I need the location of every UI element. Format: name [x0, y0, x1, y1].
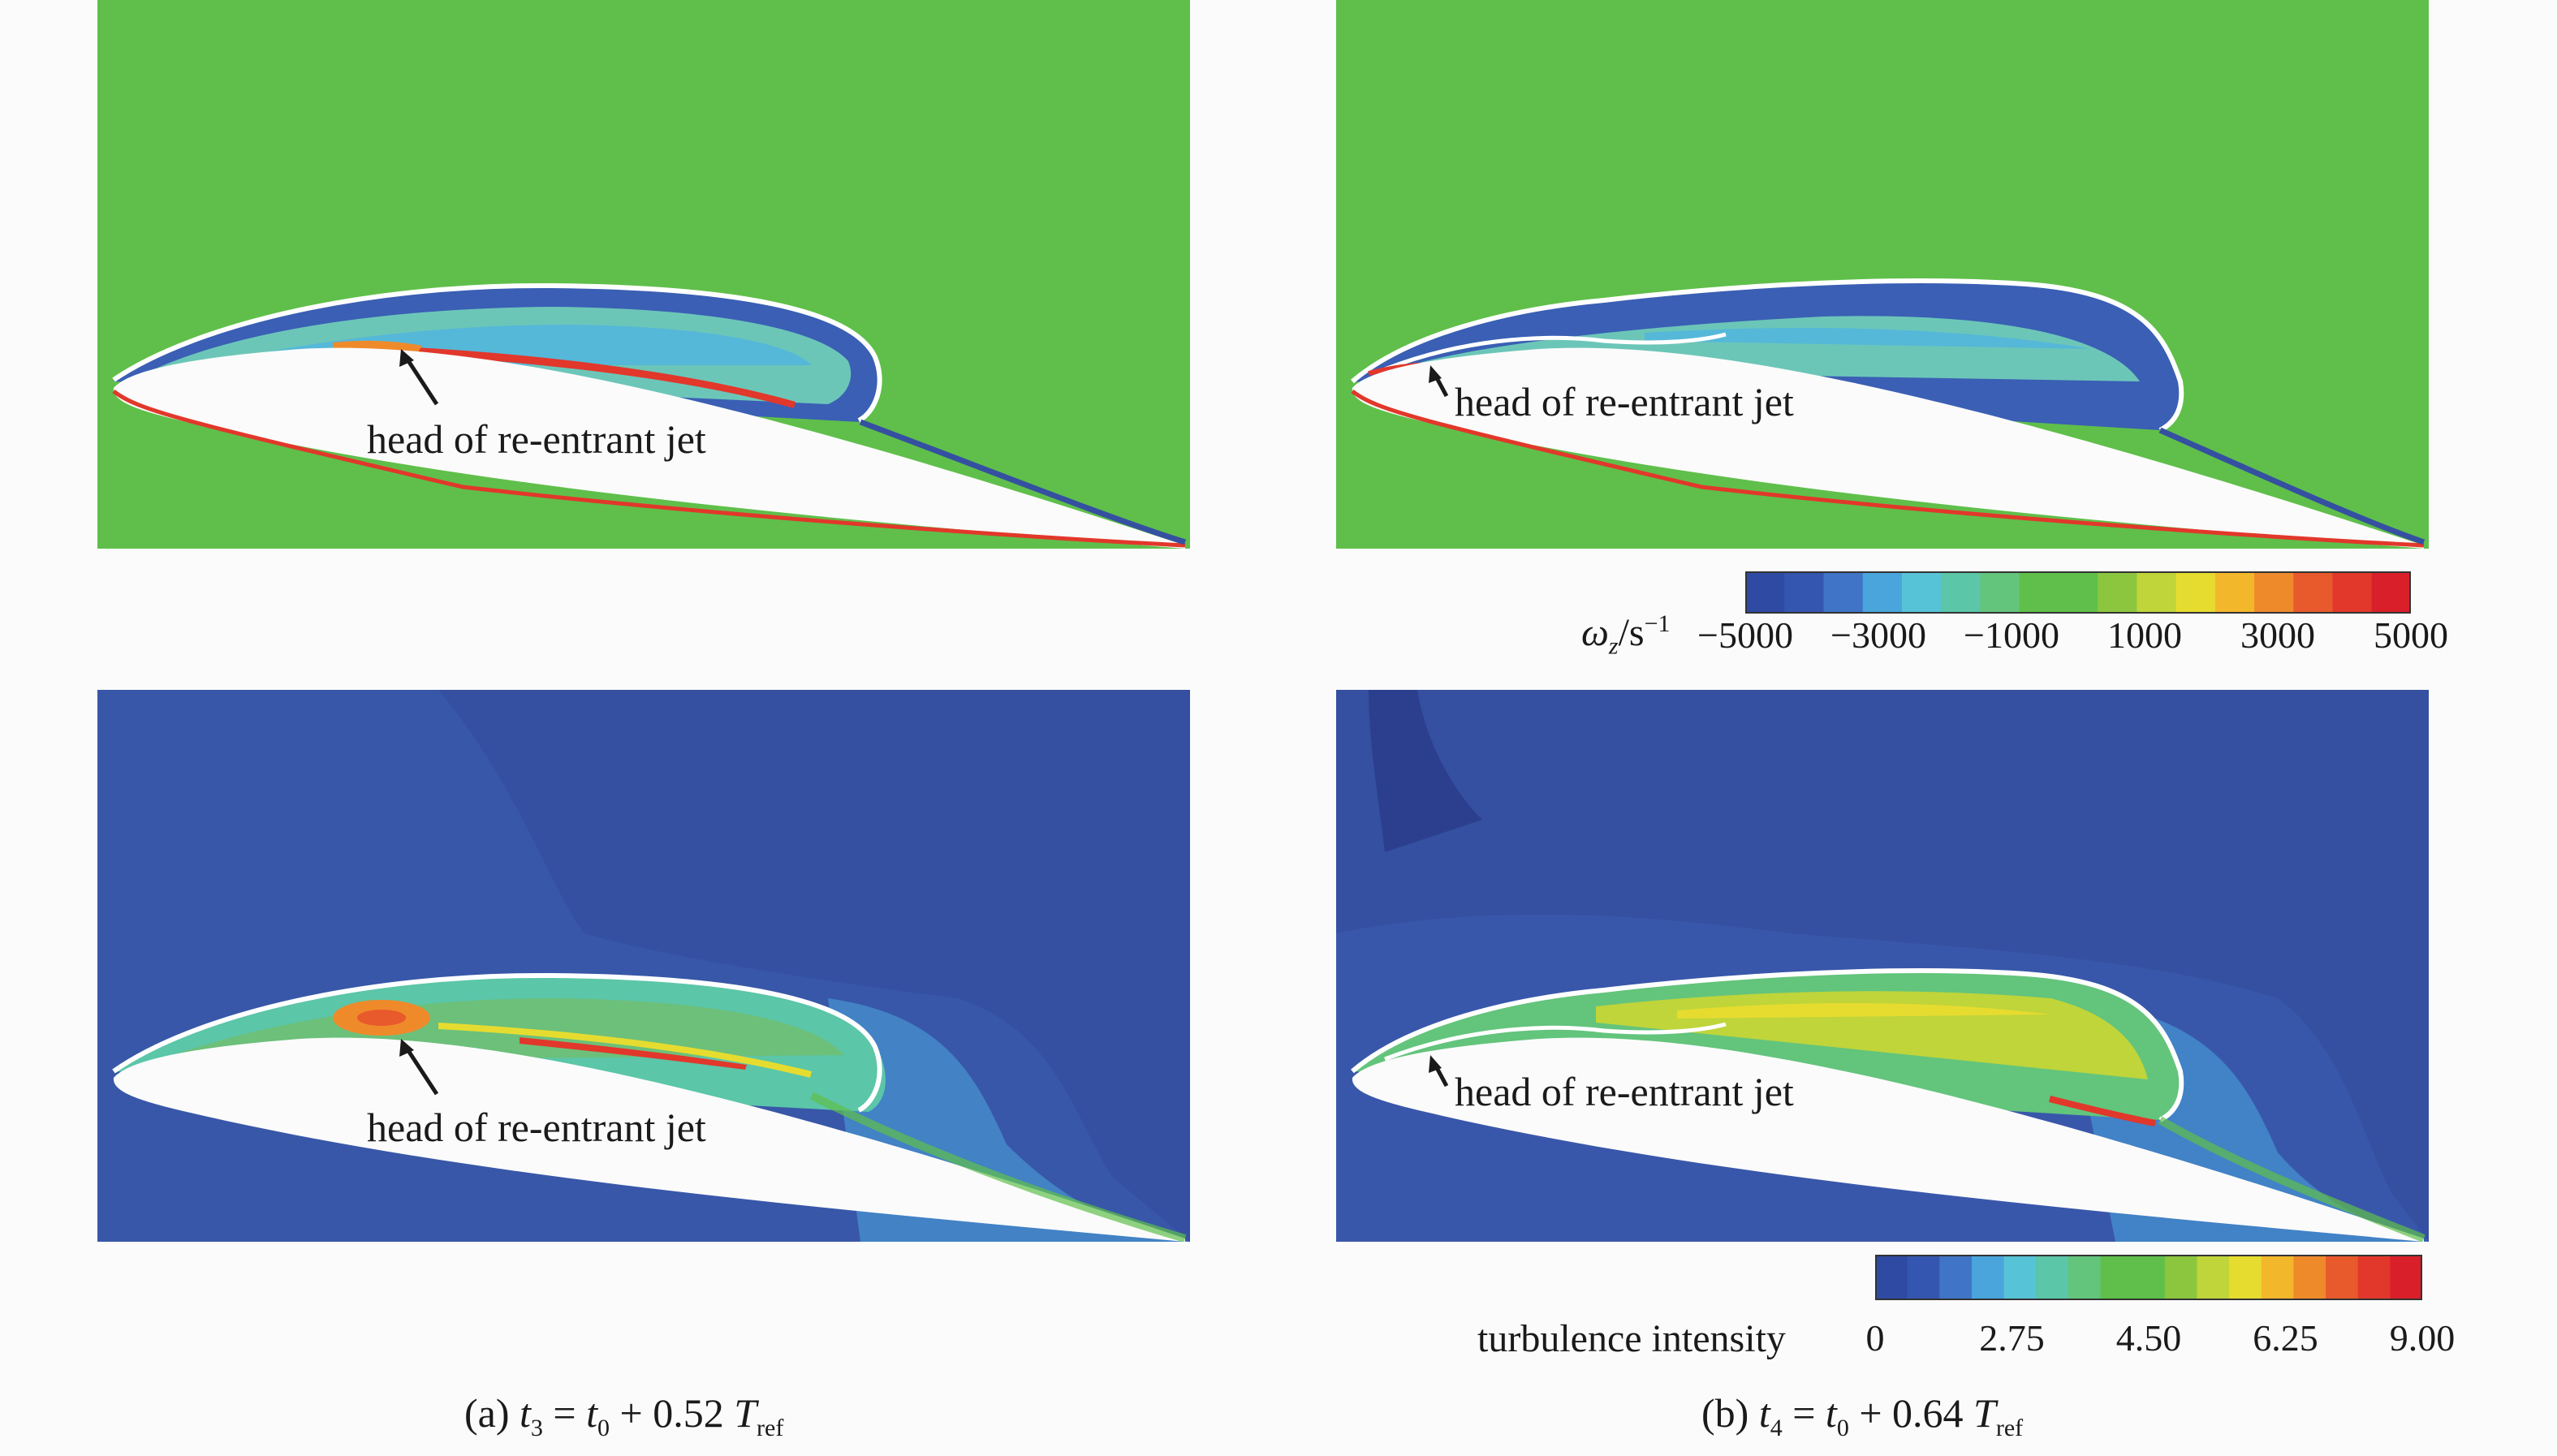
colorbar-tick-label: −5000 [1697, 614, 1793, 656]
colorbar-swatch [2390, 1255, 2423, 1300]
caption-b: (b) t4 = t0 + 0.64 Tref [1701, 1390, 2024, 1441]
colorbar-swatch [2326, 1255, 2359, 1300]
colorbar-swatch [2175, 571, 2216, 614]
colorbar-swatch [2019, 571, 2059, 614]
colorbar-swatch [2293, 1255, 2326, 1300]
colorbar-swatch [2132, 1255, 2166, 1300]
colorbar-tick-label: 1000 [2107, 614, 2182, 656]
colorbar-swatch [2293, 571, 2334, 614]
turbulence-plot-b: head of re-entrant jet [1336, 690, 2429, 1242]
colorbar-swatch [2164, 1255, 2198, 1300]
colorbar-swatch [1907, 1255, 1940, 1300]
colorbar-swatch [1745, 571, 1785, 614]
colorbar-tick-label: 6.25 [2253, 1317, 2318, 1359]
colorbar-swatch [2058, 571, 2098, 614]
colorbar-swatch [2229, 1255, 2262, 1300]
colorbar-tick-label: 4.50 [2115, 1317, 2182, 1359]
colorbar-swatch [2254, 571, 2294, 614]
colorbar-swatch [1939, 1255, 1973, 1300]
vorticity-colorbar-ticks: −5000 −3000 −1000 1000 3000 5000 [1697, 614, 2448, 662]
colorbar-swatch [1971, 1255, 2005, 1300]
vorticity-plot-a: head of re-entrant jet [97, 0, 1190, 549]
colorbar-swatch [2332, 571, 2373, 614]
turbulence-colorbar-ticks: 0 2.75 4.50 6.25 9.00 [1866, 1316, 2456, 1365]
colorbar-swatch [2003, 1255, 2037, 1300]
turbulence-colorbar [1875, 1255, 2423, 1300]
colorbar-swatch [2137, 571, 2177, 614]
colorbar-swatch [1784, 571, 1825, 614]
vorticity-colorbar [1745, 571, 2412, 614]
colorbar-tick-label: 2.75 [1979, 1317, 2045, 1359]
colorbar-swatch [2100, 1255, 2133, 1300]
colorbar-swatch [1980, 571, 2020, 614]
colorbar-swatch [2214, 571, 2255, 614]
colorbar-swatch [2098, 571, 2137, 614]
annotation-a-bottom: head of re-entrant jet [367, 1105, 706, 1150]
colorbar-tick-label: −1000 [1964, 614, 2059, 656]
colorbar-swatch [2068, 1255, 2102, 1300]
colorbar-swatch [2036, 1255, 2069, 1300]
annotation-a-top: head of re-entrant jet [367, 416, 706, 462]
colorbar-swatch [2357, 1255, 2391, 1300]
colorbar-swatch [1941, 571, 1981, 614]
annotation-b-top: head of re-entrant jet [1455, 379, 1794, 424]
colorbar-swatch [2197, 1255, 2230, 1300]
colorbar-swatch [1823, 571, 1864, 614]
colorbar-tick-label: 0 [1865, 1317, 1885, 1359]
colorbar-swatch [1875, 1255, 1908, 1300]
caption-a: (a) t3 = t0 + 0.52 Tref [464, 1390, 784, 1441]
colorbar-tick-label: 5000 [2374, 614, 2448, 656]
colorbar-tick-label: −3000 [1830, 614, 1926, 656]
colorbar-swatch [1862, 571, 1903, 614]
vorticity-plot-b: head of re-entrant jet [1336, 0, 2429, 549]
colorbar-swatch [2261, 1255, 2295, 1300]
colorbar-swatch [2371, 571, 2412, 614]
colorbar-swatch [1901, 571, 1942, 614]
turbulence-plot-a: head of re-entrant jet [97, 690, 1190, 1242]
vorticity-colorbar-title: ωz/s−1 [1581, 610, 1671, 660]
turbulence-colorbar-title: turbulence intensity [1477, 1317, 1786, 1360]
annotation-b-bottom: head of re-entrant jet [1455, 1069, 1794, 1114]
colorbar-tick-label: 3000 [2240, 614, 2315, 656]
colorbar-tick-label: 9.00 [2389, 1317, 2456, 1359]
